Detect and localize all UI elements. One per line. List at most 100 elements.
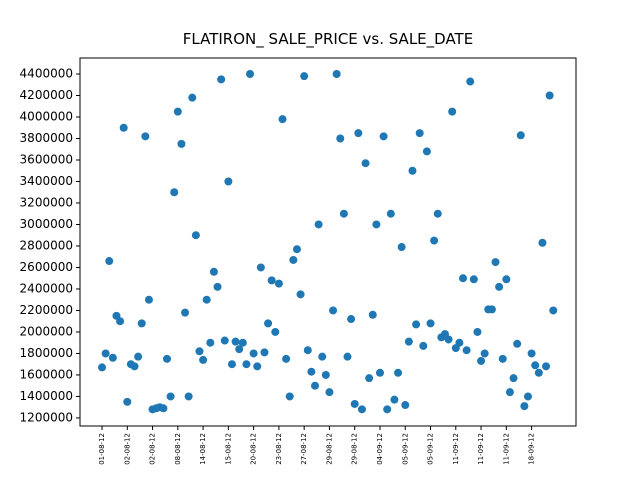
point xyxy=(347,315,356,324)
point xyxy=(256,263,265,272)
point xyxy=(188,93,197,102)
y-tick-label: 1800000 xyxy=(20,346,73,360)
point xyxy=(379,132,388,141)
x-tick-label: 02-08-12 xyxy=(149,433,157,465)
point xyxy=(195,347,204,356)
point xyxy=(498,354,507,363)
point xyxy=(246,70,255,79)
y-tick-label: 2800000 xyxy=(20,238,73,252)
x-tick-label: 05-09-12 xyxy=(401,433,409,465)
point xyxy=(213,282,222,291)
point xyxy=(336,134,345,143)
point xyxy=(116,317,125,326)
chart-title: FLATIRON_ SALE_PRICE vs. SALE_DATE xyxy=(183,30,473,49)
point xyxy=(404,337,413,346)
point xyxy=(267,276,276,285)
x-tick-label: 27-08-12 xyxy=(300,433,308,465)
point xyxy=(253,362,262,371)
point xyxy=(419,341,428,350)
point xyxy=(365,374,374,383)
point xyxy=(329,306,338,315)
point xyxy=(538,238,547,247)
point xyxy=(98,363,107,372)
point xyxy=(375,368,384,377)
x-tick-label: 11-09-12 xyxy=(452,433,460,465)
point xyxy=(455,338,464,347)
y-tick-label: 1600000 xyxy=(20,367,73,381)
point xyxy=(523,392,532,401)
point xyxy=(137,319,146,328)
y-tick-label: 1200000 xyxy=(20,410,73,424)
point xyxy=(542,362,551,371)
point xyxy=(325,388,334,397)
x-tick-label: 05-09-12 xyxy=(427,433,435,465)
point xyxy=(422,147,431,156)
point xyxy=(372,220,381,229)
point xyxy=(249,349,258,358)
x-tick-label: 01-08-12 xyxy=(98,433,106,465)
x-tick-label: 18-09-12 xyxy=(528,433,536,465)
point xyxy=(123,397,132,406)
point xyxy=(303,346,312,355)
point xyxy=(505,388,514,397)
point xyxy=(444,335,453,344)
x-tick-label: 11-09-12 xyxy=(477,433,485,465)
point xyxy=(159,404,168,413)
point xyxy=(134,352,143,361)
point xyxy=(401,401,410,410)
point xyxy=(397,243,406,252)
point xyxy=(386,209,395,218)
point xyxy=(466,77,475,86)
x-tick-label: 15-08-12 xyxy=(224,433,232,465)
point xyxy=(390,395,399,404)
point xyxy=(278,115,287,124)
point xyxy=(144,295,153,304)
point xyxy=(520,402,529,411)
point xyxy=(368,310,377,319)
point xyxy=(184,392,193,401)
point xyxy=(531,361,540,370)
point xyxy=(491,258,500,267)
point xyxy=(282,354,291,363)
y-tick-label: 3200000 xyxy=(20,195,73,209)
point xyxy=(426,319,435,328)
y-tick-label: 2000000 xyxy=(20,324,73,338)
point xyxy=(238,338,247,347)
point xyxy=(534,368,543,377)
point xyxy=(509,374,518,383)
point xyxy=(101,349,110,358)
x-tick-label: 02-08-12 xyxy=(123,433,131,465)
point xyxy=(433,209,442,218)
point xyxy=(173,107,182,116)
point xyxy=(339,209,348,218)
point xyxy=(177,139,186,148)
point xyxy=(130,362,139,371)
point xyxy=(260,348,269,357)
point xyxy=(274,279,283,288)
y-tick-label: 3400000 xyxy=(20,174,73,188)
point xyxy=(502,275,511,284)
plot-frame xyxy=(79,57,577,427)
point xyxy=(412,320,421,329)
point xyxy=(408,166,417,175)
y-tick-label: 2200000 xyxy=(20,303,73,317)
point xyxy=(199,355,208,364)
y-tick-label: 3800000 xyxy=(20,131,73,145)
point xyxy=(311,381,320,390)
point xyxy=(383,405,392,414)
y-tick-label: 3000000 xyxy=(20,217,73,231)
x-tick-label: 29-08-12 xyxy=(351,433,359,465)
y-tick-label: 4000000 xyxy=(20,110,73,124)
x-tick-label: 08-08-12 xyxy=(174,433,182,465)
point xyxy=(321,370,330,379)
point xyxy=(170,188,179,197)
x-tick-label: 11-09-12 xyxy=(502,433,510,465)
point xyxy=(220,336,229,345)
y-tick-label: 3600000 xyxy=(20,152,73,166)
point xyxy=(545,91,554,100)
point xyxy=(394,368,403,377)
point xyxy=(480,349,489,358)
point xyxy=(314,220,323,229)
point xyxy=(166,392,175,401)
